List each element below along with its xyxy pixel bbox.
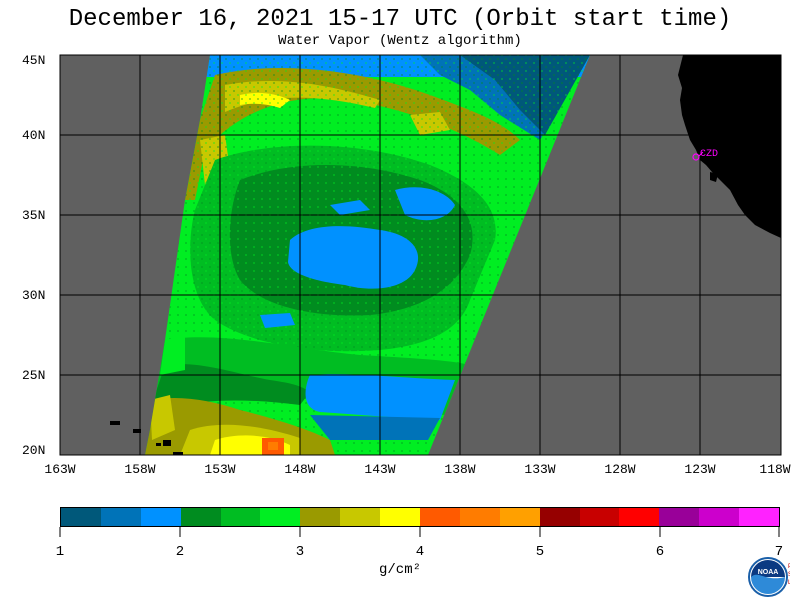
colorbar-segment: [420, 508, 460, 526]
colorbar: [60, 507, 780, 527]
colorbar-segment: [340, 508, 381, 526]
lon-label-148w: 148W: [284, 462, 316, 477]
svg-text:S: S: [788, 572, 790, 578]
colorbar-segment: [300, 508, 341, 526]
graticule: [60, 55, 781, 455]
colorbar-segment: [539, 508, 580, 526]
colorbar-segment: [380, 508, 421, 526]
map-subtitle: Water Vapor (Wentz algorithm): [278, 33, 522, 49]
lon-label-118w: 118W: [759, 462, 791, 477]
land-hawaii: [110, 421, 183, 455]
colorbar-tick-3: 3: [295, 544, 305, 560]
svg-text:P: P: [788, 564, 790, 570]
lon-label-163w: 163W: [44, 462, 76, 477]
colorbar-unit-label: g/cm²: [378, 562, 421, 578]
lat-label-20n: 20N: [22, 443, 46, 458]
lat-label-45n: 45N: [22, 53, 46, 68]
lat-label-35n: 35N: [22, 208, 46, 223]
lon-label-133w: 133W: [524, 462, 556, 477]
svg-text:L: L: [788, 580, 790, 586]
lat-label-30n: 30N: [22, 288, 46, 303]
lat-label-25n: 25N: [22, 368, 46, 383]
colorbar-tick-1: 1: [55, 544, 65, 560]
colorbar-segment: [579, 508, 620, 526]
lon-label-138w: 138W: [444, 462, 476, 477]
colorbar-segment: [100, 508, 141, 526]
map-title: December 16, 2021 15-17 UTC (Orbit start…: [68, 6, 732, 33]
lon-label-128w: 128W: [604, 462, 636, 477]
colorbar-tick-7: 7: [774, 544, 784, 560]
colorbar-segment: [699, 508, 740, 526]
colorbar-segment: [739, 508, 780, 526]
land-north-america: [678, 55, 781, 238]
colorbar-segment: [61, 508, 101, 526]
station-marker-czd: CZD: [692, 149, 718, 161]
map-frame: [59, 54, 782, 456]
colorbar-segment: [260, 508, 301, 526]
colorbar-tick-5: 5: [535, 544, 545, 560]
colorbar-segment: [220, 508, 261, 526]
svg-text:NOAA: NOAA: [758, 569, 779, 576]
colorbar-segment: [140, 508, 181, 526]
noaa-logo: NOAA P S L: [748, 557, 790, 597]
colorbar-segment: [499, 508, 540, 526]
colorbar-segment: [180, 508, 221, 526]
lon-label-123w: 123W: [684, 462, 716, 477]
station-label: CZD: [700, 149, 718, 160]
colorbar-segment: [619, 508, 660, 526]
lat-label-40n: 40N: [22, 128, 46, 143]
colorbar-segment: [459, 508, 500, 526]
colorbar-tick-2: 2: [175, 544, 185, 560]
lon-label-153w: 153W: [204, 462, 236, 477]
colorbar-tick-4: 4: [415, 544, 425, 560]
lon-label-143w: 143W: [364, 462, 396, 477]
colorbar-tick-6: 6: [655, 544, 665, 560]
lon-label-158w: 158W: [124, 462, 156, 477]
colorbar-segment: [659, 508, 700, 526]
